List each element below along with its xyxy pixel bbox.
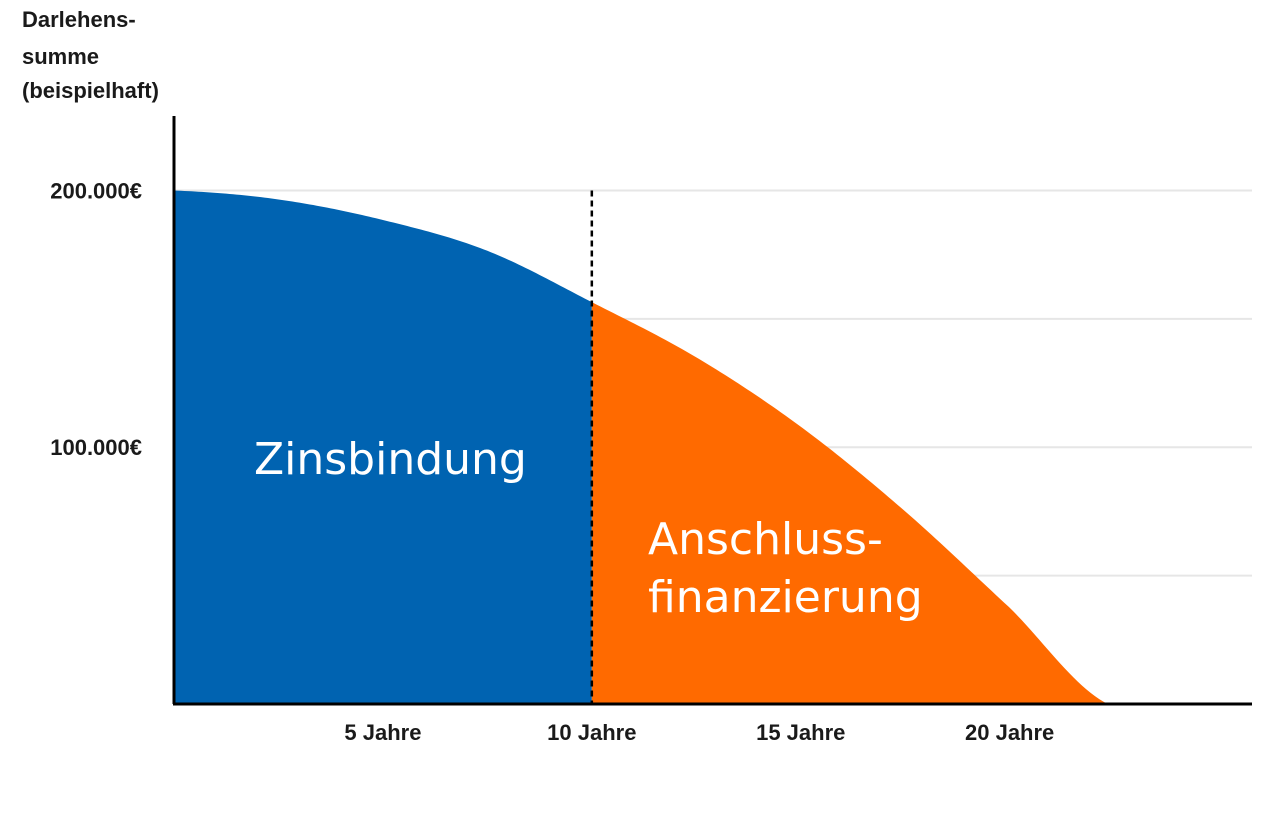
- area-zinsbindung: [174, 190, 592, 704]
- region-label-zinsbindung: Zinsbindung: [254, 434, 527, 485]
- region-label-zinsbindung-line-1: Zinsbindung: [254, 434, 527, 485]
- region-label-anschluss: Anschluss- finanzierung: [648, 514, 923, 623]
- y-tick-label: 200.000€: [50, 178, 142, 203]
- y-axis-label-line-2: summe: [22, 44, 99, 69]
- chart-areas: [174, 190, 1108, 704]
- y-tick-labels: 200.000€ 100.000€: [50, 178, 142, 460]
- y-axis-label-line-3: (beispielhaft): [22, 78, 159, 103]
- y-axis-label: Darlehens- summe (beispielhaft): [22, 7, 159, 103]
- region-label-anschluss-line-2: finanzierung: [648, 572, 923, 623]
- area-anschlussfinanzierung: [591, 302, 1108, 704]
- y-axis-label-line-1: Darlehens-: [22, 7, 136, 32]
- x-tick-label: 15 Jahre: [756, 720, 845, 745]
- region-label-anschluss-line-1: Anschluss-: [648, 514, 883, 565]
- axes: [172, 116, 1252, 706]
- x-tick-labels: 5 Jahre 10 Jahre 15 Jahre 20 Jahre: [344, 720, 1054, 745]
- x-tick-label: 10 Jahre: [547, 720, 636, 745]
- y-tick-label: 100.000€: [50, 435, 142, 460]
- x-tick-label: 5 Jahre: [344, 720, 421, 745]
- x-tick-label: 20 Jahre: [965, 720, 1054, 745]
